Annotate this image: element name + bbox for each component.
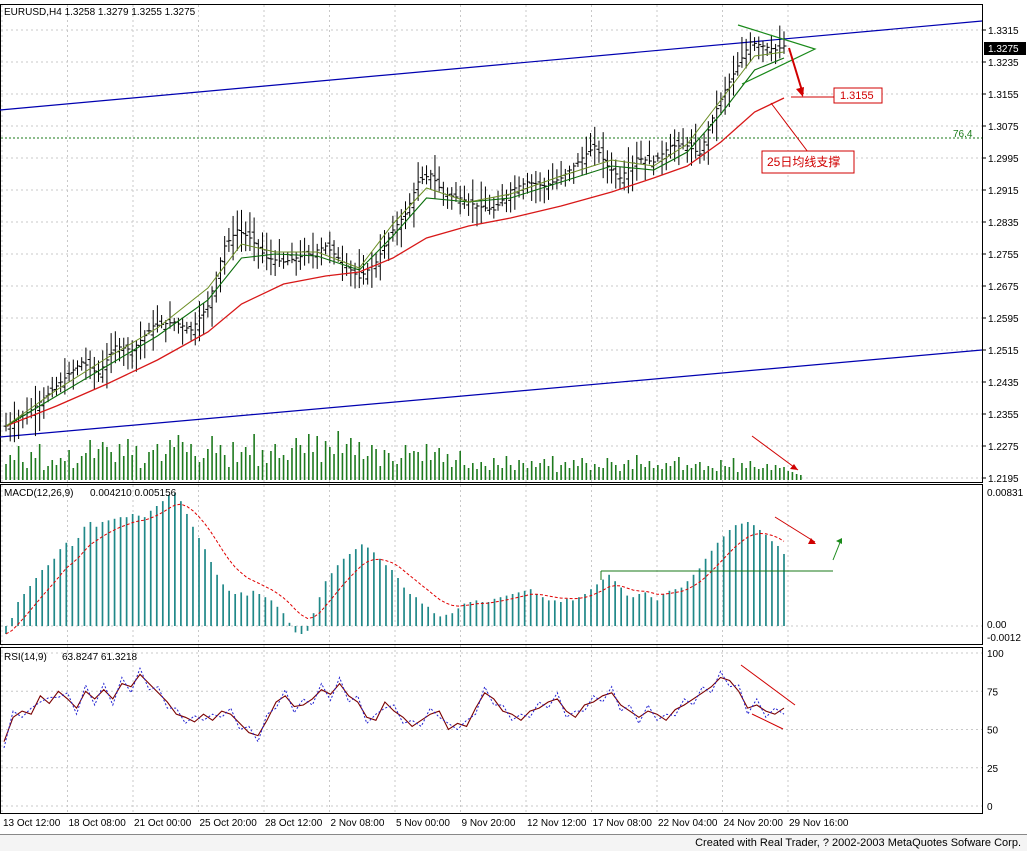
macd-header-values: 0.004210 0.005156 xyxy=(90,488,177,499)
symbol-header: EURUSD,H4 1.3258 1.3279 1.3255 1.3275 xyxy=(4,7,196,18)
time-tick-label: 18 Oct 08:00 xyxy=(69,818,127,829)
footer-credit: Created with Real Trader, ? 2002-2003 Me… xyxy=(695,837,1021,849)
price-tick-label: 1.2995 xyxy=(988,154,1019,165)
price-tick-label: 1.2675 xyxy=(988,282,1019,293)
channel-upper xyxy=(0,20,983,111)
annotation-text: 25日均线支撑 xyxy=(767,154,840,169)
footer-bar: Created with Real Trader, ? 2002-2003 Me… xyxy=(0,834,1027,851)
ma-green-line xyxy=(5,57,785,427)
annotation-box xyxy=(761,150,855,174)
time-tick-label: 9 Nov 20:00 xyxy=(462,818,516,829)
rsi-lines xyxy=(3,664,796,749)
rsi-tick-label: 75 xyxy=(987,687,999,698)
volume-trend-arrow xyxy=(751,435,799,471)
price-tick-label: 1.3235 xyxy=(988,58,1019,69)
current-price-box xyxy=(984,42,1026,55)
price-tick-label: 1.2515 xyxy=(988,346,1019,357)
volume-bars xyxy=(5,431,802,480)
down-arrow xyxy=(788,47,804,95)
price-tick-label: 1.2755 xyxy=(988,250,1019,261)
macd-axis-top: 0.00831 xyxy=(987,488,1024,499)
time-tick-label: 21 Oct 00:00 xyxy=(134,818,192,829)
price-tick-label: 1.3315 xyxy=(988,26,1019,37)
triangle-pattern xyxy=(737,24,817,85)
time-tick-label: 29 Nov 16:00 xyxy=(789,818,849,829)
rsi-pane-frame xyxy=(0,647,983,814)
macd-histogram xyxy=(5,493,842,635)
macd-down-arrowhead xyxy=(808,538,816,544)
axis-labels: 1.3315 1.3235 1.3155 1.3075 1.2995 1.2915 1.28… xyxy=(3,26,1019,829)
annotation-connector xyxy=(770,102,809,153)
rsi-tick-label: 50 xyxy=(987,726,999,737)
volume-arrowhead xyxy=(790,464,798,470)
ma-red-line xyxy=(5,97,785,427)
moving-averages xyxy=(5,51,785,427)
rsi-tick-label: 100 xyxy=(987,649,1004,660)
price-tick-label: 1.2595 xyxy=(988,314,1019,325)
price-pane-frame xyxy=(0,4,983,483)
price-tick-label: 1.3155 xyxy=(988,90,1019,101)
time-tick-label: 22 Nov 04:00 xyxy=(658,818,718,829)
macd-up-arrow xyxy=(832,539,842,561)
macd-up-arrowhead xyxy=(836,538,842,544)
price-tick-label: 1.3075 xyxy=(988,122,1019,133)
macd-pane-frame xyxy=(0,484,983,645)
time-tick-label: 24 Nov 20:00 xyxy=(724,818,784,829)
down-arrowhead xyxy=(796,87,804,97)
macd-down-arrow xyxy=(774,516,816,543)
rsi-signal-line xyxy=(3,666,785,749)
macd-signal-line xyxy=(5,503,785,635)
rsi-header-name: RSI(14,9) xyxy=(4,652,47,663)
price-tick-label: 1.2195 xyxy=(988,474,1019,485)
price-bars xyxy=(3,25,787,443)
time-tick-label: 12 Nov 12:00 xyxy=(527,818,587,829)
macd-axis-zero: 0.00 xyxy=(987,620,1007,631)
price-tick-label: 1.2355 xyxy=(988,410,1019,421)
rsi-trend-lower xyxy=(751,713,784,730)
macd-axis-bottom: -0.0012 xyxy=(987,633,1021,644)
rsi-main-line xyxy=(3,673,785,742)
price-tick-label: 1.2435 xyxy=(988,378,1019,389)
time-tick-label: 13 Oct 12:00 xyxy=(3,818,61,829)
price-tick-label: 1.2835 xyxy=(988,218,1019,229)
rsi-tick-label: 25 xyxy=(987,764,999,775)
time-tick-label: 17 Nov 08:00 xyxy=(593,818,653,829)
trend-channel xyxy=(0,20,983,438)
time-tick-label: 25 Oct 20:00 xyxy=(200,818,258,829)
time-tick-label: 28 Oct 12:00 xyxy=(265,818,323,829)
time-tick-label: 5 Nov 00:00 xyxy=(396,818,450,829)
rsi-header-values: 63.8247 61.3218 xyxy=(62,652,138,663)
price-tick-label: 1.2275 xyxy=(988,442,1019,453)
ma-olive-line xyxy=(5,51,785,427)
rsi-trend-upper xyxy=(740,664,796,706)
time-tick-label: 2 Nov 08:00 xyxy=(331,818,385,829)
target-label-box xyxy=(833,87,883,104)
current-price-label: 1.3275 xyxy=(988,44,1019,55)
rsi-tick-label: 0 xyxy=(987,802,993,813)
channel-lower xyxy=(0,349,983,438)
target-label: 1.3155 xyxy=(840,90,874,102)
annotations xyxy=(737,24,834,153)
fib-level-label: 76.4 xyxy=(953,129,973,140)
macd-header-name: MACD(12,26,9) xyxy=(4,488,73,499)
price-tick-label: 1.2915 xyxy=(988,186,1019,197)
